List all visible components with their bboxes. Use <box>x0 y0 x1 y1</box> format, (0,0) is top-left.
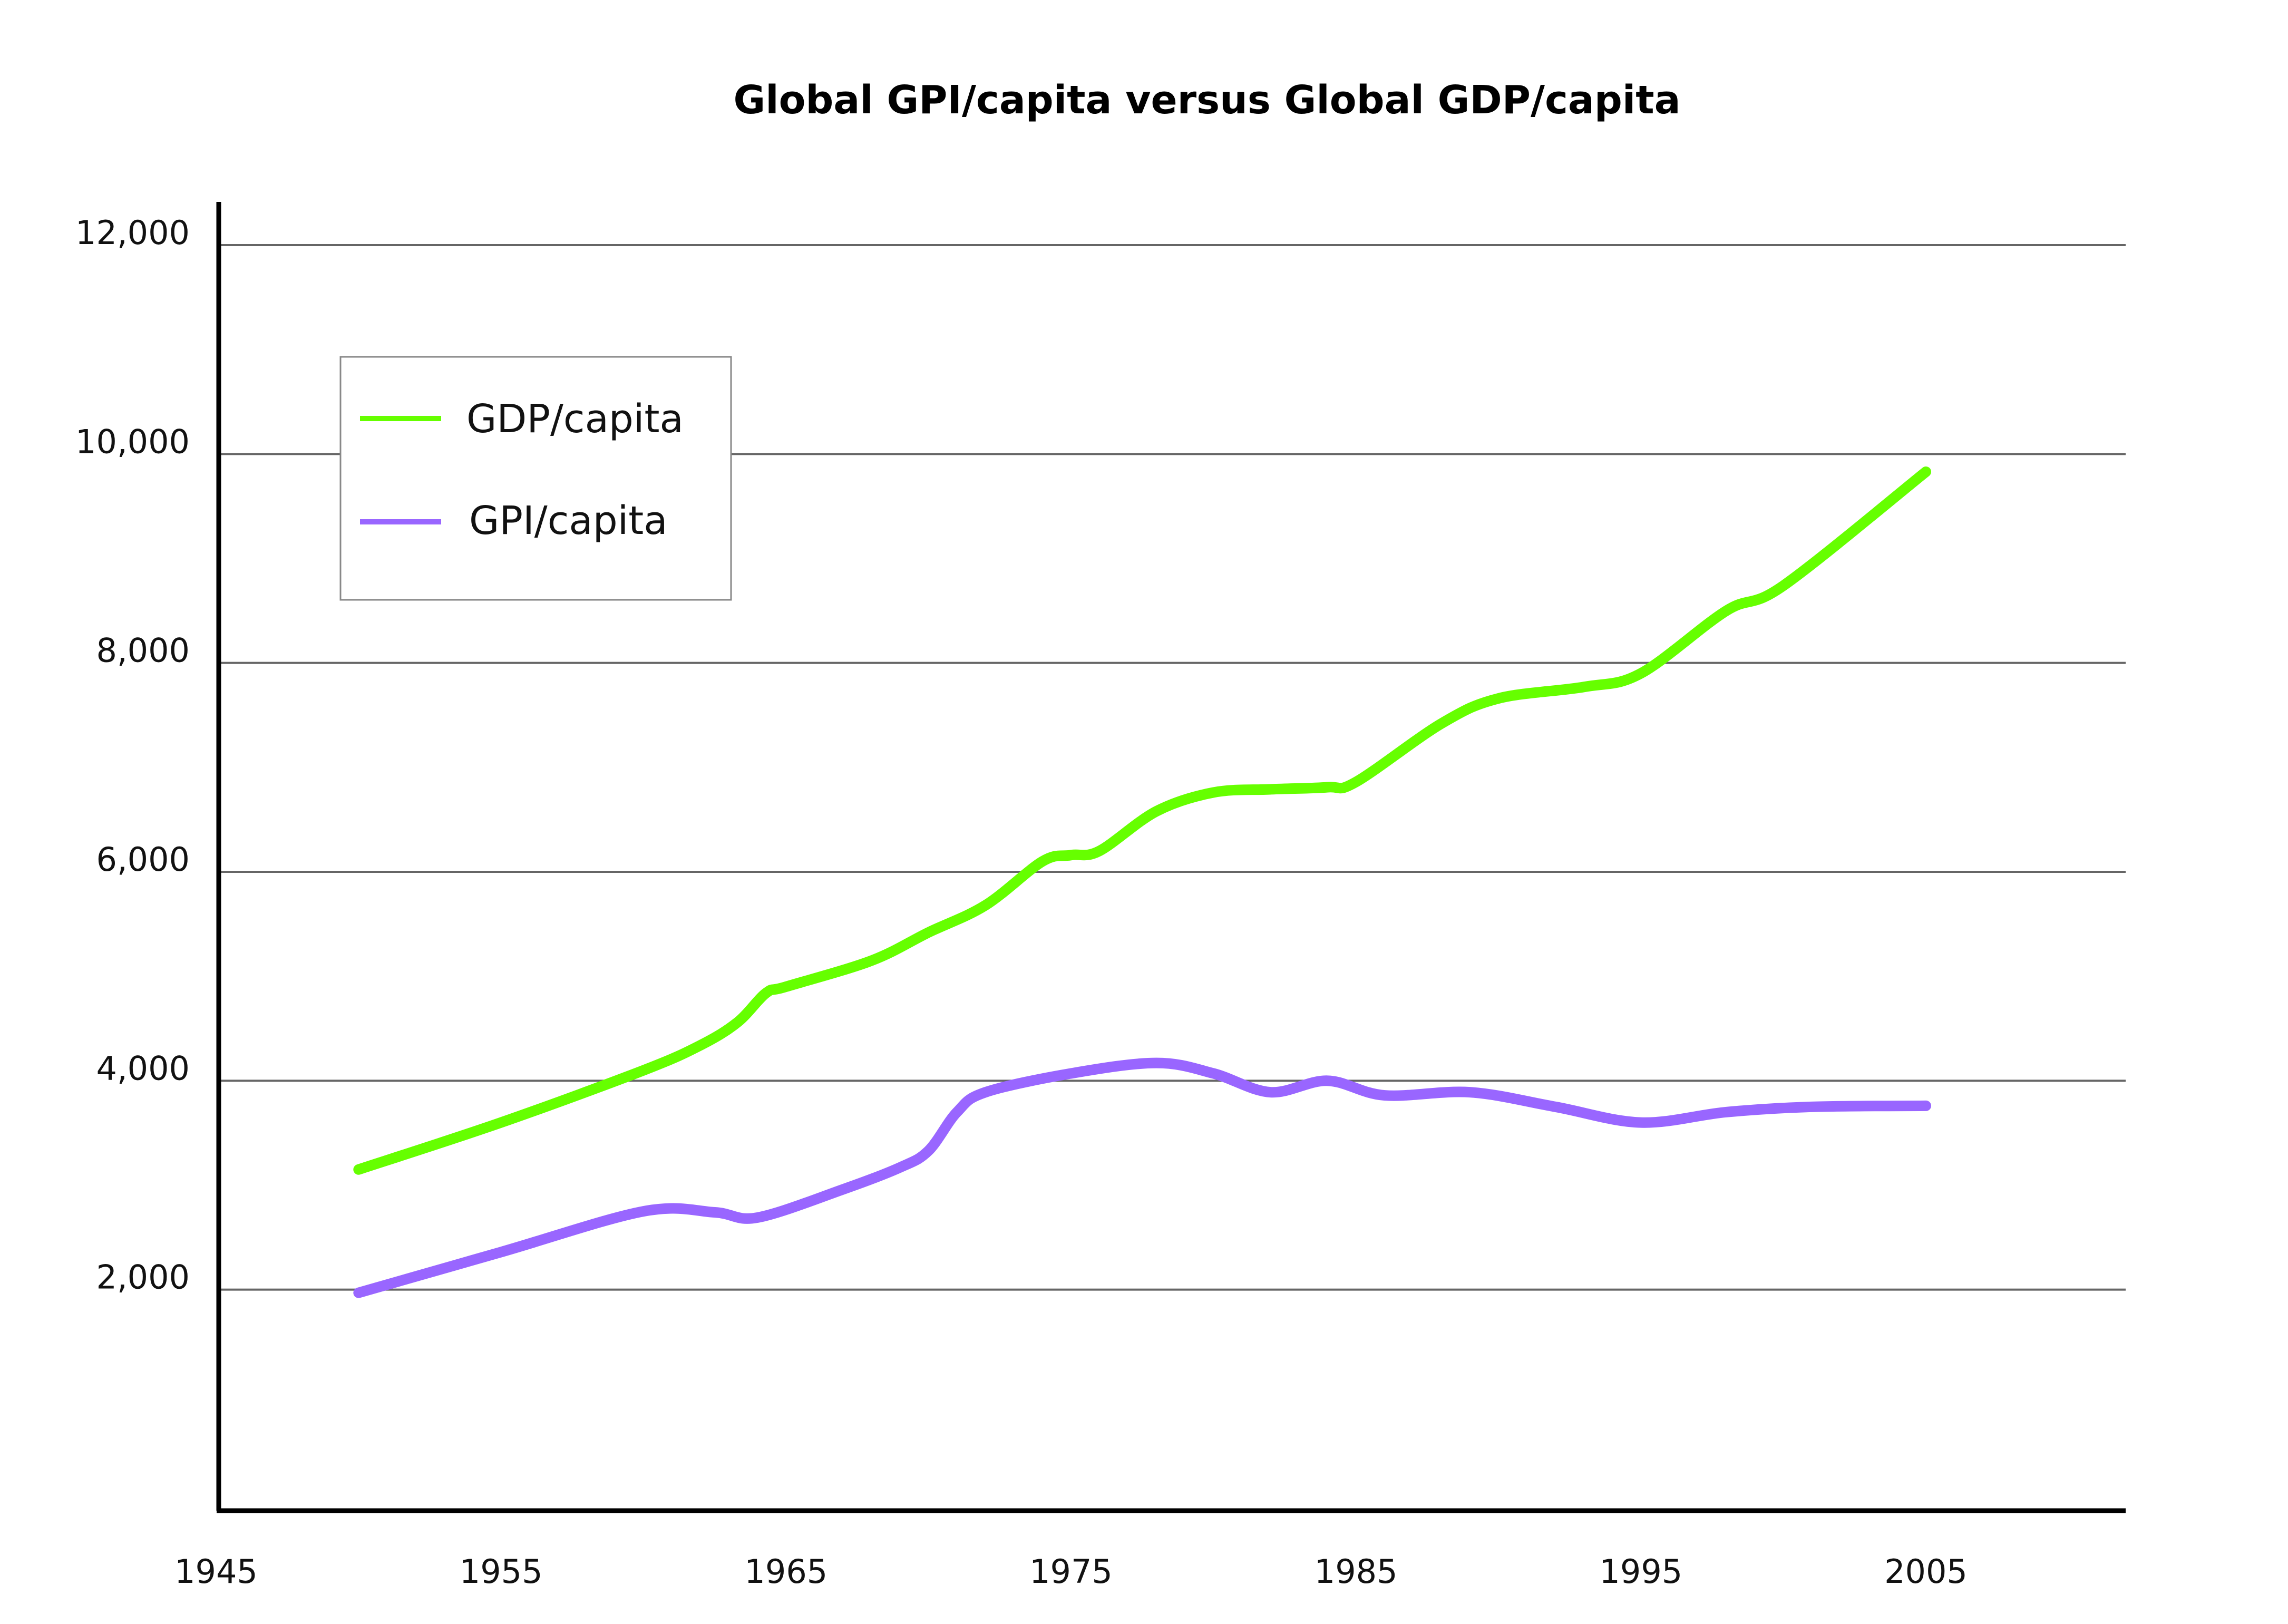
y-tick-label: 12,000 <box>75 213 190 252</box>
x-axis-ticks: 1945 1955 1965 1975 1985 1995 2005 <box>174 1552 1968 1591</box>
series-line-gpi-capita <box>353 1057 1931 1298</box>
legend-label-gdp: GDP/capita <box>466 396 684 442</box>
series-group <box>353 466 1931 1298</box>
y-tick-label: 10,000 <box>75 422 190 461</box>
x-tick-label: 1975 <box>1029 1552 1113 1591</box>
y-tick-label: 4,000 <box>96 1049 190 1087</box>
y-tick-label: 2,000 <box>96 1258 190 1297</box>
x-tick-label: 1985 <box>1315 1552 1398 1591</box>
y-tick-label: 6,000 <box>96 840 190 879</box>
y-axis-ticks: 2,000 4,000 6,000 8,000 10,000 12,000 <box>75 213 190 1297</box>
x-tick-label: 1945 <box>174 1552 258 1591</box>
legend: GDP/capita GPI/capita <box>339 356 732 601</box>
x-tick-label: 2005 <box>1884 1552 1968 1591</box>
series-line-gdp-capita <box>353 466 1931 1175</box>
x-tick-label: 1995 <box>1599 1552 1682 1591</box>
legend-box <box>339 356 732 601</box>
x-tick-label: 1955 <box>460 1552 543 1591</box>
x-tick-label: 1965 <box>744 1552 827 1591</box>
y-tick-label: 8,000 <box>96 631 190 670</box>
chart-title: Global GPI/capita versus Global GDP/capi… <box>733 77 1680 123</box>
legend-label-gpi: GPI/capita <box>469 498 668 543</box>
